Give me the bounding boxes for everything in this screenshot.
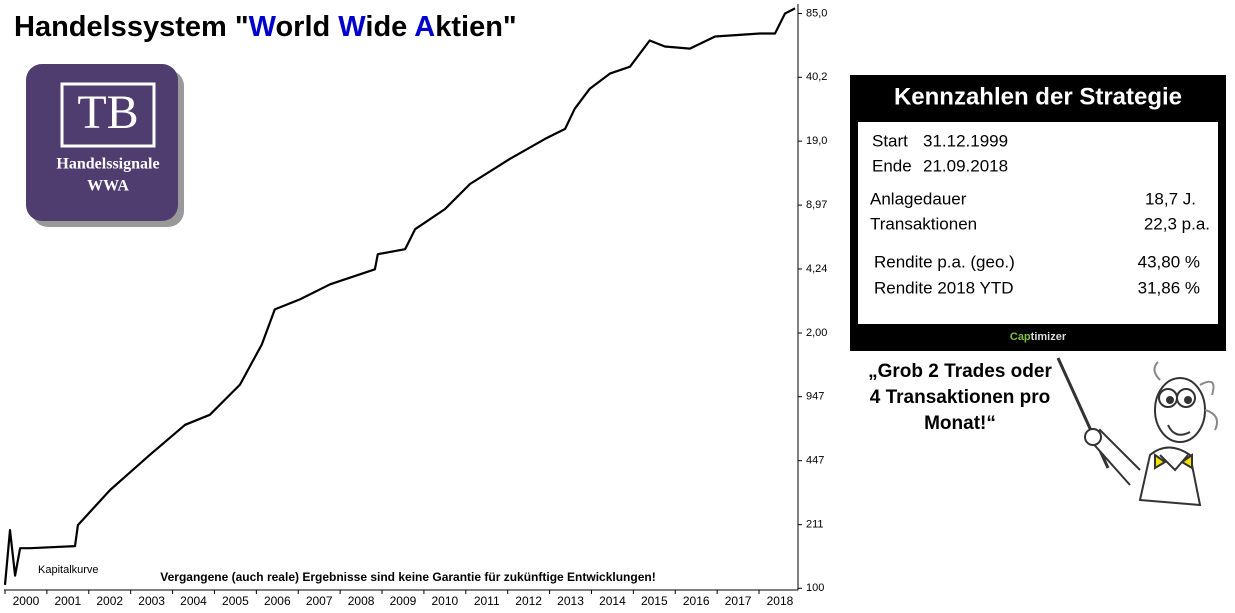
quote-line: „Grob 2 Trades oder [868,361,1052,382]
panel-body [858,122,1218,324]
x-tick-label: 2014 [599,594,626,608]
logo-initials: TB [77,86,138,139]
panel-value: 31.12.1999 [923,131,1008,150]
title-part: orld [275,11,338,43]
quote-line: 4 Transaktionen pro [870,387,1051,408]
logo: TB Handelssignale WWA [26,64,184,227]
x-tick-label: 2000 [13,594,40,608]
y-tick-label: 211 [806,519,824,531]
panel-value: 22,3 p.a. [1144,214,1210,233]
logo-line: Handelssignale [56,156,159,173]
panel-value: 21.09.2018 [923,156,1008,175]
y-tick-label: 19,0 [806,135,827,147]
logo-line: WWA [87,178,129,195]
y-tick-label: 85,0 [806,7,827,19]
x-tick-label: 2013 [557,594,584,608]
x-tick-label: 2015 [641,594,668,608]
x-tick-label: 2011 [474,594,500,608]
x-tick-label: 2002 [96,594,123,608]
title-part: Handelssystem " [14,11,249,43]
panel-title: Kennzahlen der Strategie [894,83,1182,110]
panel-value: 31,86 % [1138,278,1200,297]
x-tick-label: 2007 [306,594,333,608]
chart-title: Handelssystem "World Wide Aktien" [14,11,517,43]
title-part: ktien" [435,11,516,43]
x-tick-label: 2003 [138,594,165,608]
x-tick-label: 2010 [432,594,459,608]
legend-label: Kapitalkurve [38,564,99,576]
y-tick-label: 447 [806,455,824,467]
y-tick-label: 8,97 [806,199,827,211]
x-tick-label: 2006 [264,594,291,608]
logo-box [26,64,178,221]
title-part: ide [365,11,414,43]
x-tick-label: 2016 [683,594,710,608]
title-part: W [249,11,277,43]
y-tick-label: 947 [806,391,824,403]
quote-line: Monat!“ [924,413,996,434]
x-tick-label: 2017 [725,594,752,608]
x-tick-label: 2012 [515,594,542,608]
panel-label: Start [872,131,908,150]
x-tick-label: 2009 [390,594,417,608]
disclaimer: Vergangene (auch reale) Ergebnisse sind … [160,570,655,584]
panel-value: 43,80 % [1138,252,1200,271]
x-tick-label: 2008 [348,594,375,608]
brand: Captimizer [1010,331,1067,343]
title-part: A [414,11,435,43]
y-tick-label: 40,2 [806,71,827,83]
y-tick-label: 100 [806,582,824,594]
panel-label: Anlagedauer [870,189,967,208]
panel-label: Ende [872,156,912,175]
panel-value: 18,7 J. [1145,189,1196,208]
x-tick-label: 2001 [54,594,81,608]
y-tick-label: 4,24 [806,263,827,275]
y-tick-label: 2,00 [806,327,827,339]
professor [1056,357,1218,507]
x-tick-label: 2005 [222,594,249,608]
panel-label: Rendite p.a. (geo.) [874,252,1015,271]
title-part: W [338,11,366,43]
x-tick-label: 2004 [180,594,207,608]
panel-label: Transaktionen [870,214,977,233]
logo-frame [60,82,156,148]
line [3,7,796,585]
x-tick-label: 2018 [767,594,794,608]
panel-label: Rendite 2018 YTD [874,278,1014,297]
